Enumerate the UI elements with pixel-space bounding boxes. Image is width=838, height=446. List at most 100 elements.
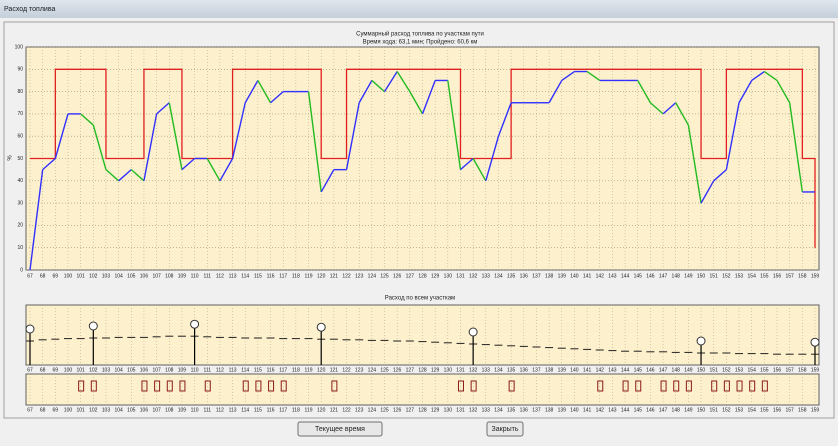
x-tick-label: 105 — [127, 273, 136, 279]
x-tick-label: 110 — [191, 407, 199, 413]
line-segment — [700, 180, 715, 204]
x-tick-label: 137 — [532, 407, 541, 413]
x-tick-label: 120 — [317, 367, 326, 373]
x-tick-label: 139 — [558, 273, 567, 279]
x-tick-label: 141 — [583, 407, 592, 413]
line-segment — [383, 71, 398, 92]
line-segment — [675, 102, 689, 126]
x-tick-label: 112 — [216, 367, 224, 373]
x-tick-label: 158 — [798, 273, 807, 279]
x-tick-label: 131 — [456, 367, 465, 373]
x-tick-label: 112 — [216, 407, 224, 413]
x-tick-label: 141 — [583, 367, 592, 373]
button[interactable] — [486, 421, 524, 437]
line-segment — [738, 80, 753, 104]
x-tick-label: 154 — [748, 407, 757, 413]
x-tick-label: 129 — [431, 407, 440, 413]
event — [673, 380, 680, 392]
x-tick-label: 157 — [786, 407, 795, 413]
x-tick-label: 124 — [368, 367, 377, 373]
x-tick-label: 68 — [40, 407, 46, 413]
x-tick-label: 151 — [710, 273, 719, 279]
line-segment — [713, 169, 727, 182]
x-tick-label: 125 — [380, 273, 389, 279]
x-tick-label: 105 — [127, 407, 136, 413]
x-tick-label: 69 — [53, 367, 59, 373]
x-tick-label: 127 — [406, 273, 415, 279]
x-tick-label: 156 — [773, 407, 782, 413]
y-tick-label: 0 — [20, 267, 23, 273]
x-tick-label: 67 — [27, 367, 33, 373]
button[interactable] — [297, 421, 383, 437]
x-tick-label: 122 — [342, 407, 351, 413]
x-tick-label: 144 — [621, 273, 630, 279]
x-tick-label: 104 — [114, 273, 123, 279]
x-tick-label: 156 — [773, 273, 782, 279]
line-segment — [687, 124, 702, 204]
line-segment — [307, 91, 322, 193]
x-tick-label: 118 — [292, 367, 300, 373]
x-tick-label: 133 — [482, 407, 491, 413]
line-segment — [105, 169, 120, 182]
line-segment — [219, 158, 234, 182]
x-tick-label: 150 — [697, 407, 706, 413]
line-segment — [92, 124, 107, 170]
x-tick-label: 115 — [254, 367, 262, 373]
event — [749, 380, 756, 392]
x-tick-label: 67 — [27, 407, 33, 413]
y-tick-label: 100 — [15, 44, 24, 50]
x-tick-label: 132 — [469, 407, 478, 413]
x-tick-label: 148 — [672, 407, 681, 413]
x-tick-label: 148 — [672, 367, 681, 373]
line-segment — [725, 102, 740, 170]
x-tick-label: 133 — [482, 273, 491, 279]
x-tick-label: 129 — [431, 367, 440, 373]
x-tick-label: 140 — [570, 273, 579, 279]
x-tick-label: 136 — [520, 273, 529, 279]
x-tick-label: 144 — [621, 367, 630, 373]
line-segment — [80, 113, 94, 126]
x-tick-label: 111 — [203, 407, 211, 413]
button-label[interactable]: Закрыть — [492, 426, 519, 433]
window-title: Расход топлива — [4, 6, 55, 13]
x-tick-label: 101 — [76, 273, 85, 279]
line-segment — [130, 169, 145, 182]
line-segment — [143, 113, 158, 181]
line-segment — [460, 157, 474, 171]
x-tick-label: 114 — [241, 367, 249, 373]
x-tick-label: 137 — [532, 273, 541, 279]
x-tick-label: 140 — [570, 367, 579, 373]
button-label[interactable]: Текущее время — [315, 426, 365, 433]
x-tick-label: 157 — [786, 273, 795, 279]
x-tick-label: 100 — [64, 407, 73, 413]
line-segment — [409, 91, 424, 115]
x-tick-label: 138 — [545, 367, 554, 373]
x-tick-label: 124 — [368, 407, 377, 413]
line-segment — [29, 169, 44, 271]
x-tick-label: 135 — [507, 367, 516, 373]
x-tick-label: 134 — [494, 407, 503, 413]
line-segment — [270, 91, 284, 104]
x-tick-label: 148 — [672, 273, 681, 279]
x-tick-label: 127 — [406, 367, 415, 373]
x-tick-label: 108 — [165, 273, 174, 279]
event — [761, 380, 768, 392]
event — [508, 380, 515, 392]
x-tick-label: 116 — [267, 273, 275, 279]
x-tick-label: 109 — [178, 273, 187, 279]
x-tick-label: 152 — [722, 407, 731, 413]
y-tick-label: 70 — [17, 111, 23, 117]
line-segment — [662, 102, 677, 115]
x-tick-label: 144 — [621, 407, 630, 413]
line-segment — [447, 80, 462, 170]
x-tick-label: 117 — [279, 367, 287, 373]
x-tick-label: 155 — [760, 367, 769, 373]
event — [78, 380, 85, 392]
x-tick-label: 103 — [102, 273, 111, 279]
x-tick-label: 141 — [583, 273, 592, 279]
x-tick-label: 101 — [76, 367, 85, 373]
x-tick-label: 112 — [216, 273, 224, 279]
marker — [190, 319, 200, 329]
y-tick-label: 80 — [17, 89, 23, 95]
y-tick-label: 20 — [17, 223, 23, 229]
